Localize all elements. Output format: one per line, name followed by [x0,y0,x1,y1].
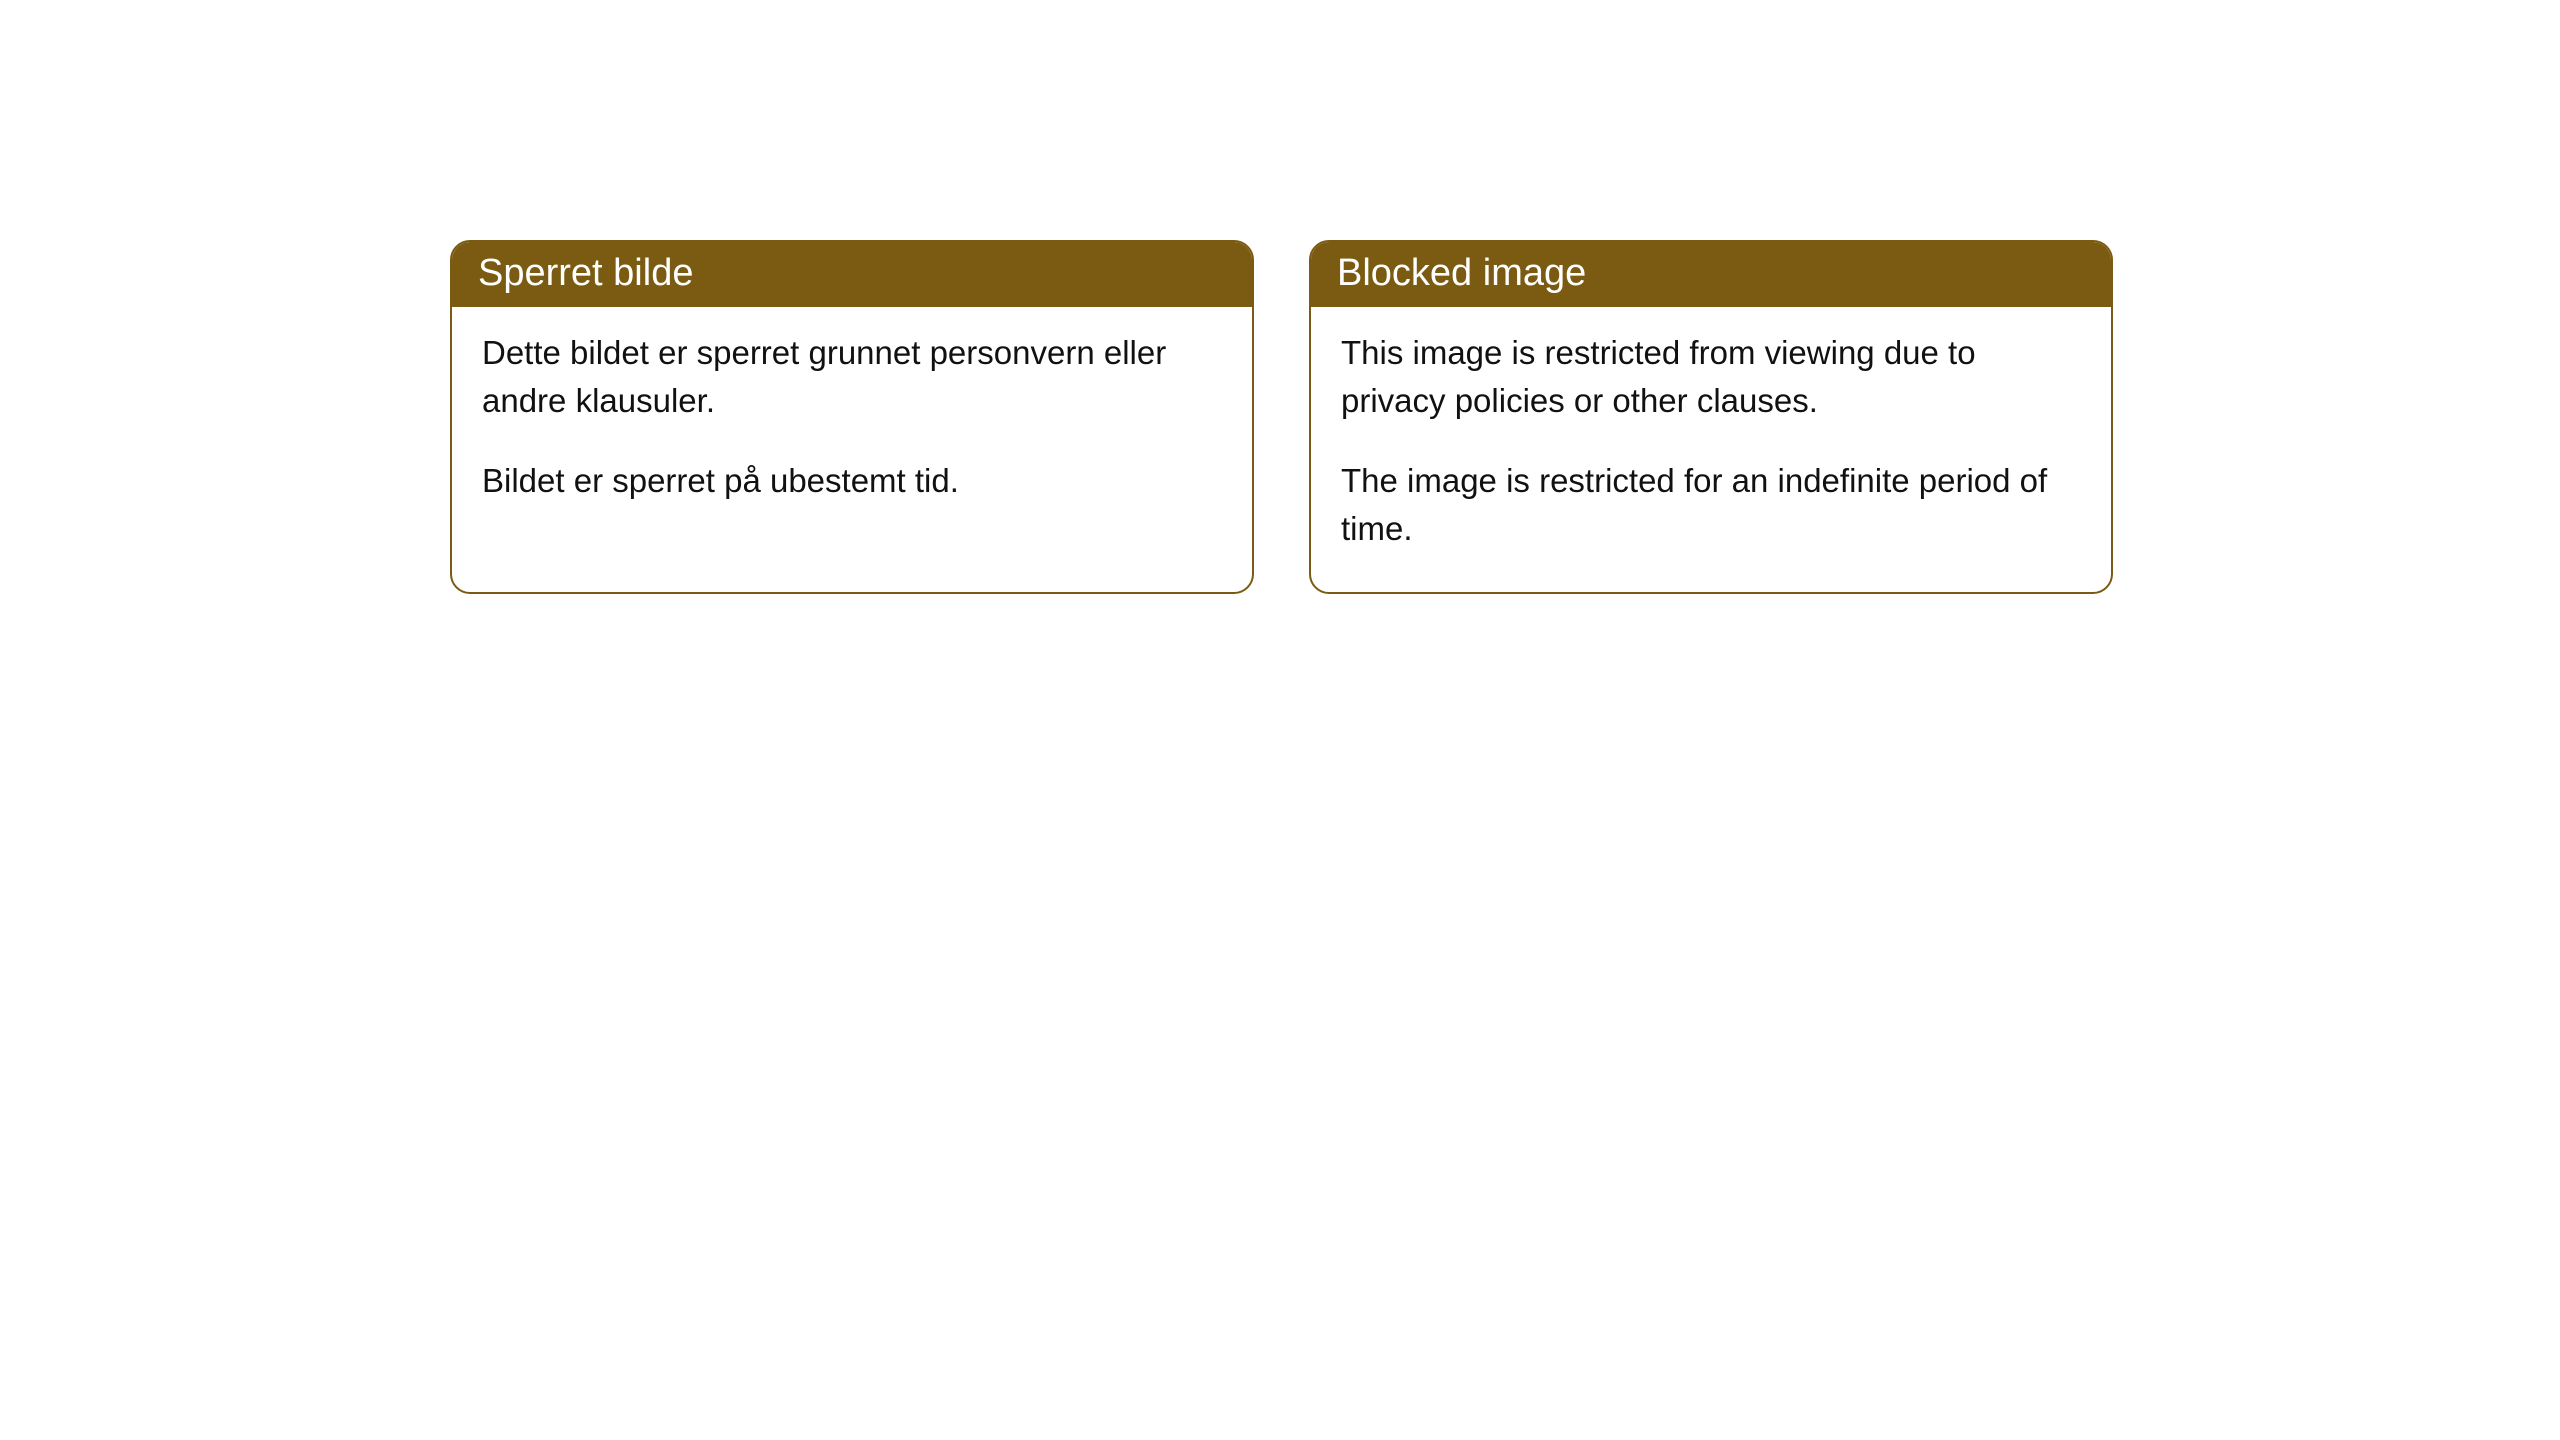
notice-container: Sperret bilde Dette bildet er sperret gr… [450,240,2560,594]
notice-body: This image is restricted from viewing du… [1311,307,2111,592]
notice-paragraph: This image is restricted from viewing du… [1341,329,2081,425]
notice-body: Dette bildet er sperret grunnet personve… [452,307,1252,545]
notice-header: Sperret bilde [452,242,1252,307]
notice-card-norwegian: Sperret bilde Dette bildet er sperret gr… [450,240,1254,594]
notice-header: Blocked image [1311,242,2111,307]
notice-paragraph: Dette bildet er sperret grunnet personve… [482,329,1222,425]
notice-paragraph: Bildet er sperret på ubestemt tid. [482,457,1222,505]
notice-paragraph: The image is restricted for an indefinit… [1341,457,2081,553]
notice-card-english: Blocked image This image is restricted f… [1309,240,2113,594]
